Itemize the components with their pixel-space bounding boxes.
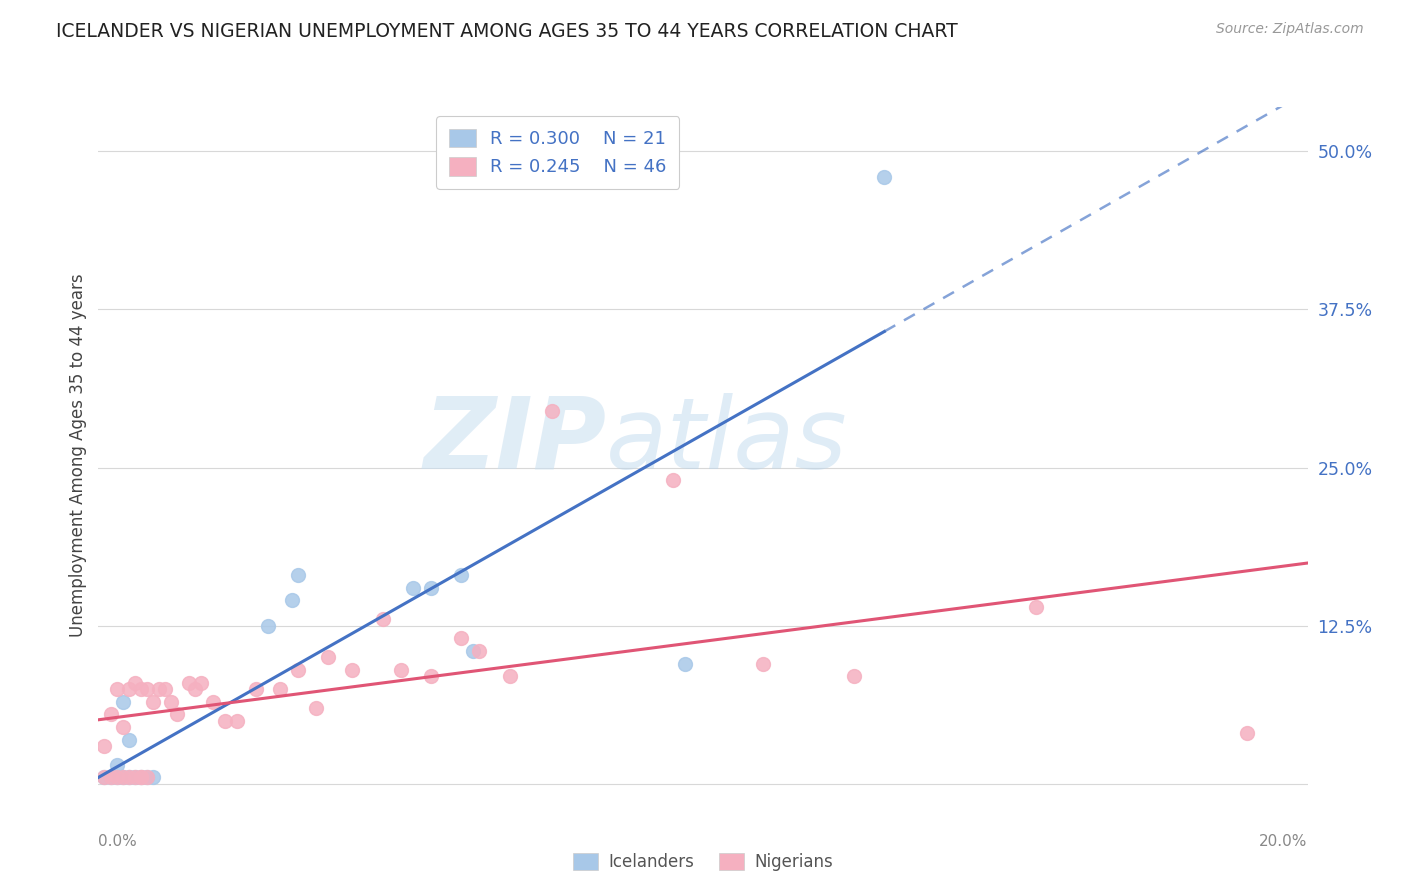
Point	[420, 581, 443, 595]
Point	[105, 771, 128, 785]
Point	[463, 644, 485, 658]
Point	[269, 681, 291, 696]
Point	[100, 771, 122, 785]
Point	[752, 657, 775, 671]
Point	[190, 675, 212, 690]
Point	[389, 663, 412, 677]
Point	[105, 757, 128, 772]
Point	[118, 771, 141, 785]
Point	[124, 675, 146, 690]
Point	[135, 681, 157, 696]
Point	[245, 681, 267, 696]
Point	[118, 681, 141, 696]
Point	[498, 669, 520, 683]
Point	[129, 681, 152, 696]
Point	[135, 771, 157, 785]
Text: ZIP: ZIP	[423, 392, 606, 490]
Point	[100, 707, 122, 722]
Point	[111, 771, 134, 785]
Point	[129, 771, 152, 785]
Point	[873, 169, 896, 184]
Point	[129, 771, 152, 785]
Point	[287, 663, 309, 677]
Point	[184, 681, 207, 696]
Point	[226, 714, 249, 728]
Legend: Icelanders, Nigerians: Icelanders, Nigerians	[567, 847, 839, 878]
Point	[281, 593, 304, 607]
Point	[111, 771, 134, 785]
Point	[402, 581, 425, 595]
Point	[148, 681, 170, 696]
Point	[179, 675, 201, 690]
Point	[450, 632, 472, 646]
Point	[105, 771, 128, 785]
Text: atlas: atlas	[606, 392, 848, 490]
Point	[305, 701, 328, 715]
Text: 20.0%: 20.0%	[1260, 834, 1308, 849]
Point	[202, 695, 225, 709]
Point	[124, 771, 146, 785]
Point	[142, 695, 165, 709]
Point	[256, 618, 278, 632]
Point	[135, 771, 157, 785]
Point	[844, 669, 866, 683]
Point	[371, 612, 394, 626]
Point	[118, 771, 141, 785]
Point	[662, 473, 685, 487]
Point	[93, 771, 115, 785]
Point	[316, 650, 339, 665]
Point	[468, 644, 491, 658]
Point	[111, 720, 134, 734]
Point	[111, 695, 134, 709]
Y-axis label: Unemployment Among Ages 35 to 44 years: Unemployment Among Ages 35 to 44 years	[69, 273, 87, 637]
Point	[100, 771, 122, 785]
Text: Source: ZipAtlas.com: Source: ZipAtlas.com	[1216, 22, 1364, 37]
Point	[160, 695, 183, 709]
Point	[166, 707, 188, 722]
Point	[118, 732, 141, 747]
Point	[673, 657, 696, 671]
Point	[214, 714, 236, 728]
Point	[287, 568, 309, 582]
Point	[129, 771, 152, 785]
Point	[450, 568, 472, 582]
Text: 0.0%: 0.0%	[98, 834, 138, 849]
Point	[540, 403, 562, 417]
Point	[153, 681, 176, 696]
Point	[105, 681, 128, 696]
Point	[1236, 726, 1258, 740]
Point	[93, 739, 115, 753]
Point	[124, 771, 146, 785]
Point	[1024, 599, 1046, 614]
Text: ICELANDER VS NIGERIAN UNEMPLOYMENT AMONG AGES 35 TO 44 YEARS CORRELATION CHART: ICELANDER VS NIGERIAN UNEMPLOYMENT AMONG…	[56, 22, 957, 41]
Point	[142, 771, 165, 785]
Point	[342, 663, 364, 677]
Point	[420, 669, 443, 683]
Point	[93, 771, 115, 785]
